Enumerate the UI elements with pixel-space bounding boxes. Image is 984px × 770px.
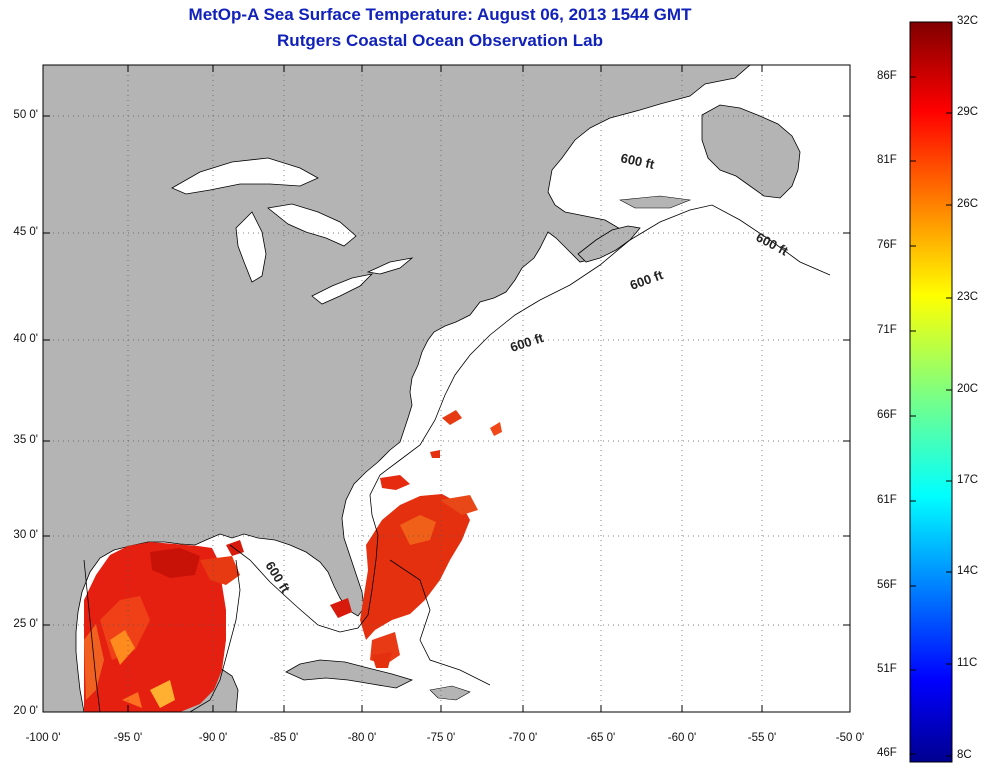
colorbar-label-f: 71F	[877, 324, 897, 336]
colorbar	[909, 21, 953, 763]
lat-tick-label: 25 0'	[13, 618, 38, 630]
colorbar-label-c: 17C	[957, 474, 979, 486]
title-block: MetOp-A Sea Surface Temperature: August …	[0, 2, 880, 54]
axis-ticks	[42, 65, 851, 713]
colorbar-label-f: 81F	[877, 154, 897, 166]
sst-gulf-of-mexico	[84, 540, 244, 712]
lon-tick-label: -75 0'	[426, 732, 456, 744]
colorbar-label-f: 76F	[877, 239, 897, 251]
lon-tick-label: -65 0'	[586, 732, 616, 744]
land-cuba	[285, 659, 414, 689]
plot-frame	[42, 64, 851, 713]
lon-tick-label: -80 0'	[347, 732, 377, 744]
map-subtitle: Rutgers Coastal Ocean Observation Lab	[277, 31, 603, 50]
colorbar-label-f: 61F	[877, 494, 897, 506]
lon-tick-label: -100 0'	[25, 732, 61, 744]
land-north-america	[43, 65, 751, 712]
land-anticosti	[618, 195, 692, 209]
colorbar-label-f: 51F	[877, 663, 897, 675]
contour-label: 600 ft	[619, 150, 656, 172]
lon-tick-label: -70 0'	[508, 732, 538, 744]
colorbar-ticks	[910, 21, 952, 757]
land-hispaniola	[429, 685, 471, 701]
map-title: MetOp-A Sea Surface Temperature: August …	[188, 5, 692, 24]
colorbar-label-c: 20C	[957, 383, 979, 395]
land-newfoundland	[701, 104, 801, 199]
colorbar-label-f: 86F	[877, 70, 897, 82]
lat-tick-label: 35 0'	[13, 434, 38, 446]
land-nova-scotia	[577, 225, 641, 263]
lon-tick-label: -85 0'	[269, 732, 299, 744]
sst-atlantic	[330, 410, 502, 668]
colorbar-label-c: 8C	[957, 749, 972, 761]
contour-600ft	[229, 204, 831, 633]
lon-tick-label: -50 0'	[835, 732, 865, 744]
lat-tick-label: 45 0'	[13, 226, 38, 238]
lat-tick-label: 50 0'	[13, 109, 38, 121]
lat-tick-label: 20 0'	[13, 705, 38, 717]
lat-tick-label: 40 0'	[13, 333, 38, 345]
colorbar-label-c: 32C	[957, 15, 979, 27]
lon-tick-label: -60 0'	[667, 732, 697, 744]
colorbar-label-c: 14C	[957, 565, 979, 577]
lon-tick-label: -55 0'	[747, 732, 777, 744]
lat-tick-label: 30 0'	[13, 529, 38, 541]
colorbar-label-f: 56F	[877, 579, 897, 591]
great-lakes	[171, 157, 414, 305]
lon-tick-label: -90 0'	[198, 732, 228, 744]
lon-tick-label: -95 0'	[113, 732, 143, 744]
colorbar-label-c: 26C	[957, 198, 979, 210]
colorbar-label-c: 11C	[957, 657, 978, 669]
colorbar-label-f: 66F	[877, 409, 897, 421]
colorbar-label-f: 46F	[877, 747, 897, 759]
colorbar-label-c: 23C	[957, 291, 979, 303]
colorbar-label-c: 29C	[957, 106, 979, 118]
